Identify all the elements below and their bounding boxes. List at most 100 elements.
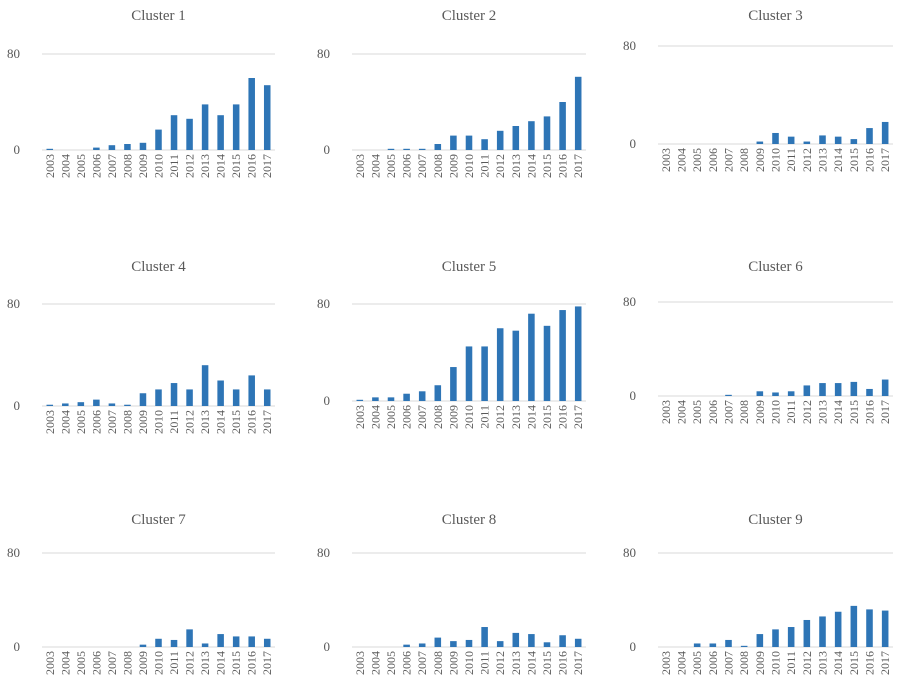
bar-2006: [403, 644, 410, 647]
x-tick-label: 2005: [690, 400, 704, 424]
x-tick-label: 2008: [120, 154, 134, 178]
chart-panel-3: Cluster 3 0 80 2003 2004 2005 2006 2007 2008 2009…: [623, 8, 893, 172]
bar-2010: [155, 638, 162, 647]
bar-2014: [834, 136, 842, 144]
x-tick-label: 2004: [675, 651, 689, 675]
bar-2013: [819, 135, 826, 144]
x-tick-label: 2015: [540, 405, 554, 429]
bar-2011: [787, 136, 795, 144]
x-tick-label: 2017: [878, 400, 892, 424]
bar-2006: [93, 147, 100, 150]
x-tick-label: 2012: [183, 154, 197, 178]
x-tick-label: 2007: [722, 400, 736, 424]
bar-2017: [574, 76, 582, 150]
x-tick-label: 2006: [400, 651, 414, 675]
bar-2016: [559, 310, 566, 401]
x-tick-label: 2011: [784, 400, 798, 424]
chart-panel-8: Cluster 8 0 80 2003 2004 2005 2006 2007 2008 2009…: [317, 512, 586, 675]
bar-2017: [881, 610, 889, 647]
x-tick-label: 2016: [863, 400, 877, 424]
bar-2005: [693, 643, 701, 647]
bar-2015: [232, 104, 240, 150]
bar-2015: [543, 642, 551, 647]
x-tick-label: 2007: [415, 154, 429, 178]
bar-2007: [418, 643, 426, 647]
bar-2013: [512, 330, 520, 401]
x-tick-label: 2004: [675, 148, 689, 172]
x-tick-label: 2004: [58, 154, 72, 178]
x-tick-label: 2012: [800, 148, 814, 172]
y-tick-label: 0: [14, 398, 21, 413]
x-tick-label: 2015: [540, 651, 554, 675]
bar-2005: [387, 397, 395, 401]
x-tick-label: 2005: [384, 154, 398, 178]
x-tick-label: 2004: [58, 410, 72, 434]
bar-2004: [372, 397, 379, 401]
x-tick-label: 2008: [431, 651, 445, 675]
x-tick-label: 2009: [753, 651, 767, 675]
x-tick-label: 2007: [722, 148, 736, 172]
x-tick-label: 2012: [800, 651, 814, 675]
y-tick-label: 80: [7, 545, 20, 560]
bar-2015: [543, 325, 551, 401]
x-tick-label: 2009: [136, 410, 150, 434]
x-tick-label: 2003: [43, 154, 57, 178]
bar-2013: [201, 104, 209, 150]
bar-2013: [201, 365, 209, 406]
bar-2009: [450, 641, 457, 647]
bar-2010: [772, 629, 779, 647]
x-tick-label: 2010: [769, 651, 783, 675]
bar-2015: [850, 605, 858, 647]
x-tick-label: 2010: [152, 651, 166, 675]
x-tick-label: 2012: [493, 651, 507, 675]
bar-2016: [559, 635, 566, 647]
x-tick-label: 2012: [493, 154, 507, 178]
bar-2010: [155, 129, 162, 150]
x-tick-label: 2017: [260, 154, 274, 178]
x-tick-label: 2017: [260, 410, 274, 434]
x-tick-label: 2017: [571, 405, 585, 429]
chart-title: Cluster 4: [131, 259, 186, 275]
x-tick-label: 2011: [478, 651, 492, 675]
x-tick-label: 2011: [784, 651, 798, 675]
bar-2017: [574, 306, 582, 401]
bar-2009: [756, 141, 764, 144]
x-tick-label: 2016: [245, 410, 259, 434]
x-tick-label: 2008: [431, 405, 445, 429]
x-tick-label: 2008: [737, 400, 751, 424]
x-tick-label: 2012: [183, 410, 197, 434]
x-tick-label: 2011: [167, 154, 181, 178]
chart-title: Cluster 9: [748, 512, 803, 528]
bar-2016: [248, 375, 255, 406]
x-tick-label: 2005: [74, 410, 88, 434]
bar-2005: [387, 148, 395, 150]
x-tick-label: 2016: [556, 405, 570, 429]
bar-2010: [465, 346, 473, 401]
bar-2009: [450, 367, 457, 401]
bar-2008: [434, 385, 442, 401]
bar-2006: [403, 393, 410, 401]
x-tick-label: 2014: [524, 405, 538, 429]
bar-2014: [528, 121, 535, 150]
chart-title: Cluster 7: [131, 512, 186, 528]
x-tick-label: 2008: [737, 651, 751, 675]
x-tick-label: 2009: [446, 405, 460, 429]
y-tick-label: 0: [324, 639, 331, 654]
bar-2009: [139, 393, 147, 406]
bar-2006: [403, 148, 410, 150]
x-tick-label: 2010: [462, 651, 476, 675]
y-tick-label: 0: [630, 639, 637, 654]
bar-2016: [866, 128, 873, 144]
bar-2003: [356, 399, 364, 401]
x-tick-label: 2008: [120, 651, 134, 675]
bar-2007: [725, 394, 732, 396]
x-tick-label: 2009: [446, 651, 460, 675]
x-tick-label: 2003: [353, 405, 367, 429]
x-tick-label: 2017: [571, 154, 585, 178]
bar-2010: [772, 132, 779, 144]
x-tick-label: 2011: [167, 410, 181, 434]
x-tick-label: 2010: [769, 400, 783, 424]
x-tick-label: 2015: [540, 154, 554, 178]
